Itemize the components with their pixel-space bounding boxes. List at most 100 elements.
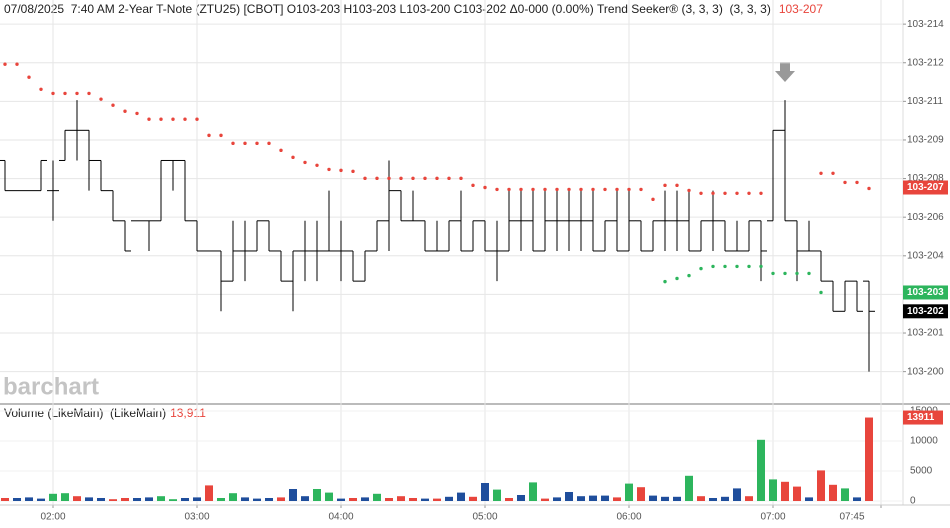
volume-bar xyxy=(325,492,333,501)
trend-dot xyxy=(675,276,679,281)
trend-dot xyxy=(507,187,511,192)
volume-bar xyxy=(721,496,729,501)
trend-dot xyxy=(723,264,727,269)
y-tick-label: 103-201 xyxy=(907,328,944,339)
volume-bar xyxy=(577,496,585,501)
trend-dot xyxy=(807,271,811,276)
volume-bar xyxy=(265,497,273,501)
trend-dot xyxy=(243,141,247,146)
volume-bar xyxy=(301,496,309,501)
volume-bar xyxy=(865,417,873,501)
trend-dot xyxy=(687,188,691,193)
trend-dot xyxy=(819,290,823,295)
trend-dot xyxy=(207,133,211,138)
trend-dot xyxy=(867,186,871,191)
y-tick-label: 103-211 xyxy=(907,96,943,107)
trend-dot xyxy=(255,141,259,146)
price-label: 103-202 xyxy=(907,306,944,317)
trend-dot xyxy=(603,187,607,192)
chart-title: 07/08/2025 7:40 AM 2-Year T-Note (ZTU25)… xyxy=(4,2,823,16)
volume-bar xyxy=(169,499,177,501)
trend-dot xyxy=(783,271,787,276)
volume-bar xyxy=(397,496,405,501)
trend-dot xyxy=(351,169,355,174)
trend-value: 103-207 xyxy=(779,2,823,16)
y-tick-label: 103-212 xyxy=(907,57,944,68)
trend-dot xyxy=(723,191,727,195)
x-tick-label: 07:45 xyxy=(839,512,864,523)
volume-bar xyxy=(541,498,549,501)
volume-bar xyxy=(97,497,105,501)
signal-arrow xyxy=(775,62,795,82)
trend-dot xyxy=(147,117,151,121)
trend-dot xyxy=(87,91,91,96)
volume-bar xyxy=(205,485,213,501)
trend-dot xyxy=(3,62,7,66)
y-tick-label: 0 xyxy=(910,496,916,507)
volume-bar xyxy=(73,496,81,501)
trend-dot xyxy=(363,176,367,181)
volume-bar xyxy=(409,497,417,501)
y-tick-label: 103-209 xyxy=(907,135,944,146)
volume-bar xyxy=(349,497,357,501)
volume-bar xyxy=(553,497,561,501)
trend-dot xyxy=(495,187,499,192)
volume-bar xyxy=(145,497,153,501)
y-tick-label: 10000 xyxy=(910,436,938,447)
trend-dot xyxy=(387,176,391,181)
volume-title: Volume (LikeMain) (LikeMain) 13,911 xyxy=(4,406,206,420)
volume-bar xyxy=(133,497,141,501)
x-tick-label: 05:00 xyxy=(472,512,497,523)
volume-bar xyxy=(493,489,501,501)
y-tick-label: 103-200 xyxy=(907,366,944,377)
volume-bar xyxy=(649,495,657,501)
volume-bar xyxy=(253,498,261,501)
trend-dot xyxy=(291,155,295,160)
volume-bar xyxy=(769,479,777,501)
volume-bar xyxy=(745,496,753,501)
volume-bar xyxy=(805,497,813,501)
trend-dot xyxy=(99,97,103,101)
trend-dot xyxy=(759,191,763,195)
volume-bar xyxy=(433,498,441,501)
trend-dot xyxy=(831,171,835,175)
title-text: 07/08/2025 7:40 AM 2-Year T-Note (ZTU25)… xyxy=(4,2,771,16)
trend-dot xyxy=(339,168,343,173)
volume-bar xyxy=(697,496,705,501)
trend-dot xyxy=(435,176,439,181)
trend-dot xyxy=(543,187,547,192)
trend-dot xyxy=(747,264,751,269)
volume-bar xyxy=(289,488,297,501)
trend-dot xyxy=(27,75,31,79)
volume-bar xyxy=(217,497,225,501)
volume-bar xyxy=(829,484,837,501)
volume-bar xyxy=(817,470,825,501)
volume-bar xyxy=(673,496,681,501)
trend-dot xyxy=(303,160,307,165)
trend-dot xyxy=(459,176,463,181)
volume-bar xyxy=(361,497,369,501)
volume-bar xyxy=(733,488,741,501)
volume-bar xyxy=(781,481,789,501)
volume-bar xyxy=(565,491,573,501)
trend-dot xyxy=(699,266,703,271)
volume-bar xyxy=(229,493,237,501)
price-label-box xyxy=(903,180,948,195)
trend-dot xyxy=(567,187,571,192)
volume-bar xyxy=(517,494,525,501)
trend-dot xyxy=(759,264,763,269)
volume-bar xyxy=(529,482,537,501)
price-label-box xyxy=(903,304,948,319)
volume-bar xyxy=(37,498,45,501)
volume-bar xyxy=(841,488,849,501)
price-label: 103-207 xyxy=(907,182,944,193)
volume-bar xyxy=(61,493,69,501)
trend-dot xyxy=(663,279,667,284)
trend-dot xyxy=(675,183,679,188)
trend-dot xyxy=(483,185,487,190)
volume-bar xyxy=(445,496,453,501)
trend-dot xyxy=(627,187,631,192)
volume-bar xyxy=(613,497,621,501)
trend-dot xyxy=(231,141,235,146)
